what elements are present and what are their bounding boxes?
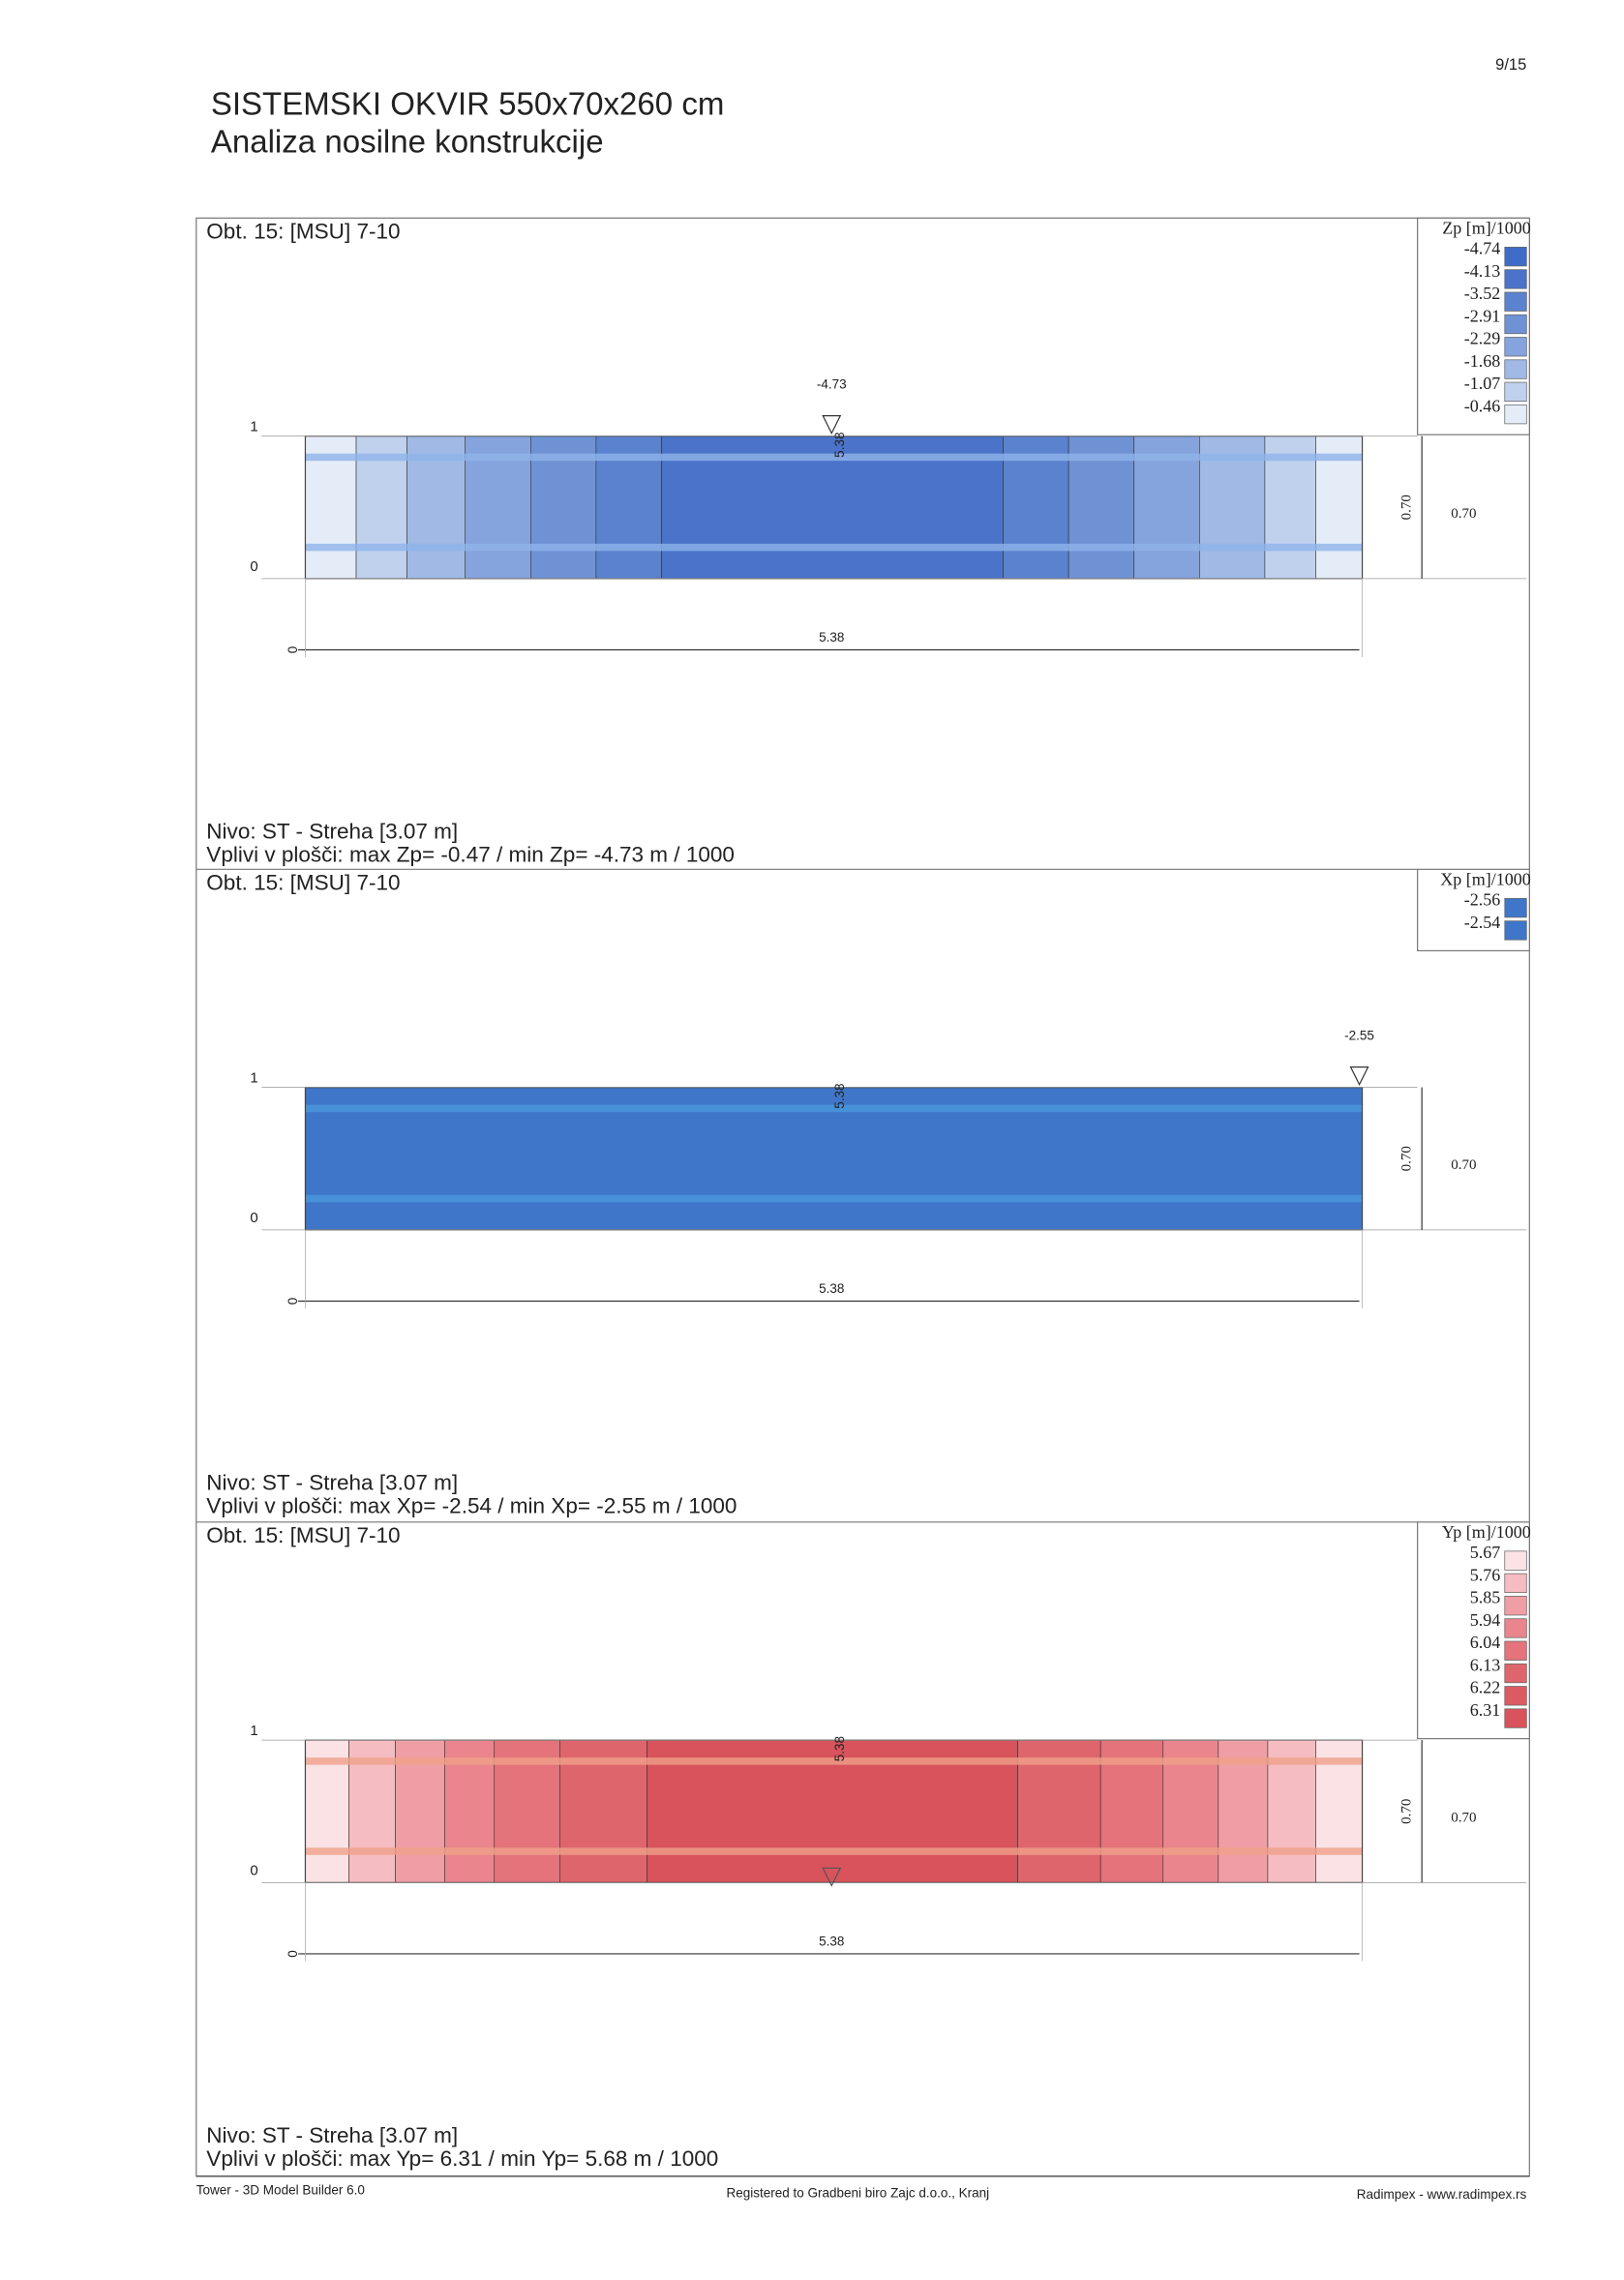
legend-swatch [1504,246,1527,267]
row-label: 0 [250,1862,257,1878]
length-label: 5.38 [819,1281,844,1296]
start-label: 0 [286,1950,300,1958]
length-label: 5.38 [819,1935,844,1949]
marker [1349,1066,1369,1086]
legend-title: Yp [m]/1000 [1442,1522,1531,1542]
summary: Vplivi v plošči: max Zp= -0.47 / min Zp=… [206,843,735,867]
subtitle: Analiza nosilne konstrukcije [211,124,604,160]
legend-swatch [1504,1550,1527,1571]
legend-swatch [1504,337,1527,357]
start-label: 0 [286,1298,300,1305]
footer-right: Radimpex - www.radimpex.rs [1357,2187,1527,2202]
height-label: 0.70 [1399,495,1415,520]
height-value: 0.70 [1451,506,1476,522]
legend-swatch [1504,269,1527,289]
legend-label: -1.68 [1464,351,1501,371]
legend-label: 5.85 [1470,1588,1501,1607]
row-label: 1 [250,1723,257,1739]
beam-band [305,543,1363,552]
load-case: Obt. 15: [MSU] 7-10 [206,219,400,243]
row-label: 1 [250,419,257,435]
legend-swatch [1504,1596,1527,1616]
legend-label: 5.94 [1470,1610,1501,1630]
title: SISTEMSKI OKVIR 550x70x260 cm [211,86,725,122]
height-label: 0.70 [1399,1146,1415,1171]
legend-title: Zp [m]/1000 [1442,218,1531,237]
row-label: 1 [250,1070,257,1087]
legend-swatch [1504,920,1527,941]
legend-swatch [1504,404,1527,425]
summary: Vplivi v plošči: max Xp= -2.54 / min Xp=… [206,1494,737,1518]
legend-label: 5.76 [1470,1565,1501,1584]
beam-band [305,1194,1363,1203]
beam-band [305,1847,1363,1855]
legend-label: -4.74 [1464,239,1501,258]
beam-band [305,1104,1363,1113]
legend-label: -2.29 [1464,329,1501,348]
legend-label: -4.13 [1464,261,1501,281]
beam-band [305,1757,1363,1765]
legend-swatch [1504,314,1527,335]
beam-band [305,453,1363,462]
footer-center: Registered to Gradbeni biro Zajc d.o.o.,… [726,2185,989,2200]
legend-label: 6.04 [1470,1633,1501,1652]
legend-swatch [1504,897,1527,918]
height-value: 0.70 [1451,1811,1476,1826]
legend-swatch [1504,1573,1527,1594]
legend-swatch [1504,1686,1527,1706]
row-label: 0 [250,1210,257,1226]
legend-label: 5.67 [1470,1543,1501,1562]
marker-label: -4.73 [817,377,847,392]
footer-left: Tower - 3D Model Builder 6.0 [196,2182,365,2197]
legend-swatch [1504,1708,1527,1728]
start-label: 0 [286,646,300,654]
legend-label: 6.31 [1470,1700,1501,1720]
marker [822,415,842,435]
legend-swatch [1504,1663,1527,1684]
legend-label: -1.07 [1464,374,1501,393]
legend-label: -0.46 [1464,397,1501,416]
height-value: 0.70 [1451,1157,1476,1173]
legend-label: -2.91 [1464,306,1501,325]
page-number: 9/15 [1495,55,1526,74]
legend-label: 6.13 [1470,1655,1501,1674]
level: Nivo: ST - Streha [3.07 m] [206,2123,458,2147]
legend-label: -3.52 [1464,284,1501,303]
legend-label: 6.22 [1470,1678,1501,1697]
legend-label: -2.56 [1464,890,1501,910]
legend-swatch [1504,381,1527,402]
height-label: 0.70 [1399,1799,1415,1824]
row-label: 0 [250,558,257,575]
legend-title: Xp [m]/1000 [1440,869,1531,888]
load-case: Obt. 15: [MSU] 7-10 [206,1523,400,1547]
load-case: Obt. 15: [MSU] 7-10 [206,870,400,894]
level: Nivo: ST - Streha [3.07 m] [206,820,458,844]
legend-swatch [1504,359,1527,379]
marker-label: -2.55 [1344,1029,1374,1043]
page-content: 9/15 SISTEMSKI OKVIR 550x70x260 cmAnaliza… [195,55,1531,2202]
legend-swatch [1504,291,1527,312]
slab-label: 5.38 [832,1084,847,1109]
slab-label: 5.38 [832,1736,847,1761]
length-label: 5.38 [819,630,844,645]
legend-label: -2.54 [1464,913,1501,932]
marker [822,1867,842,1887]
legend-swatch [1504,1640,1527,1661]
slab-label: 5.38 [832,433,847,458]
level: Nivo: ST - Streha [3.07 m] [206,1471,458,1495]
summary: Vplivi v plošči: max Yp= 6.31 / min Yp= … [206,2146,718,2171]
legend-swatch [1504,1618,1527,1638]
